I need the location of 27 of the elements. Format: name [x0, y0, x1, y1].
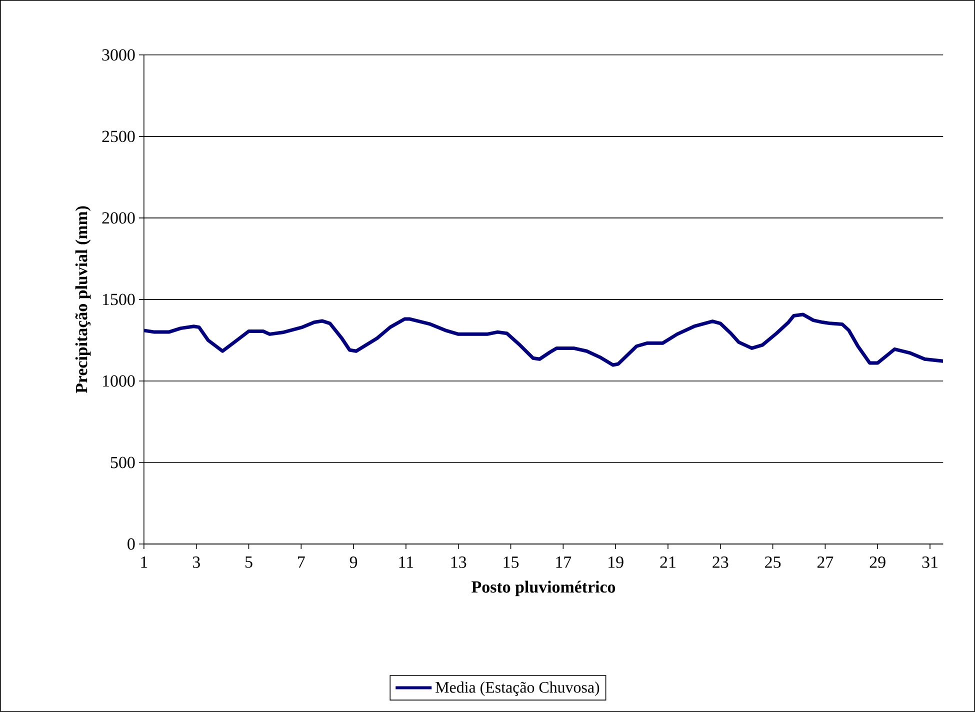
- y-tick-label: 1500: [103, 294, 135, 306]
- x-tick-label: 27: [817, 556, 834, 568]
- x-tick-label: 3: [192, 556, 200, 568]
- y-tick-label: 3000: [102, 49, 135, 61]
- y-tick-label: 0: [128, 538, 135, 550]
- x-tick-label: 21: [660, 556, 676, 568]
- x-tick-label: 19: [608, 556, 624, 568]
- x-tick-label: 7: [298, 556, 305, 568]
- legend-label: Media (Estação Chuvosa): [436, 682, 600, 696]
- x-tick-label: 31: [922, 556, 938, 568]
- x-tick-label: 13: [451, 556, 466, 568]
- x-axis-title: Posto pluviométrico: [472, 580, 616, 596]
- y-tick-label: 1000: [103, 375, 135, 387]
- x-tick-label: 15: [504, 556, 519, 568]
- line-series: [144, 312, 944, 367]
- x-tick-label: 9: [350, 556, 358, 568]
- y-tick-label: 2500: [102, 130, 135, 142]
- y-axis-title: Precipitação pluvial (mm): [75, 206, 91, 394]
- x-tick-label: 23: [712, 556, 728, 568]
- x-tick-label: 1: [141, 556, 148, 568]
- x-tick-label: 5: [245, 556, 252, 568]
- x-tick-label: 29: [870, 556, 886, 568]
- x-tick-label: 25: [765, 556, 781, 568]
- y-tick-label: 500: [110, 456, 135, 468]
- x-tick-label: 17: [556, 556, 572, 568]
- y-tick-label: 2000: [102, 212, 135, 224]
- x-tick-label: 11: [399, 556, 414, 568]
